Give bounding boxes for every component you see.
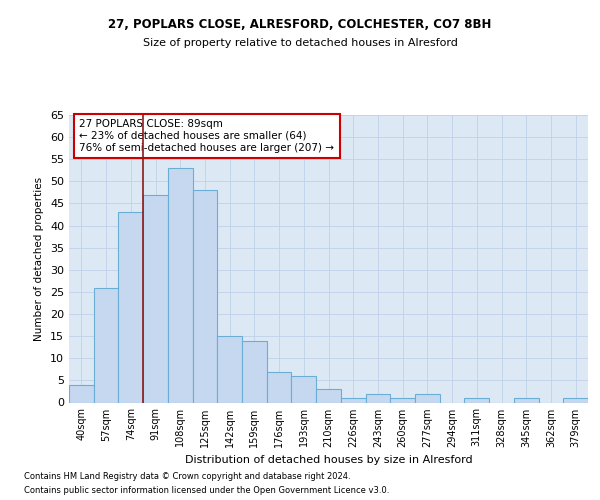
Bar: [464, 398, 489, 402]
Bar: [193, 190, 217, 402]
Text: Size of property relative to detached houses in Alresford: Size of property relative to detached ho…: [143, 38, 457, 48]
Text: Contains HM Land Registry data © Crown copyright and database right 2024.: Contains HM Land Registry data © Crown c…: [24, 472, 350, 481]
Bar: [69, 385, 94, 402]
Bar: [365, 394, 390, 402]
Bar: [168, 168, 193, 402]
Text: 27, POPLARS CLOSE, ALRESFORD, COLCHESTER, CO7 8BH: 27, POPLARS CLOSE, ALRESFORD, COLCHESTER…: [109, 18, 491, 30]
Bar: [118, 212, 143, 402]
Y-axis label: Number of detached properties: Number of detached properties: [34, 176, 44, 341]
Text: 27 POPLARS CLOSE: 89sqm
← 23% of detached houses are smaller (64)
76% of semi-de: 27 POPLARS CLOSE: 89sqm ← 23% of detache…: [79, 120, 334, 152]
Bar: [390, 398, 415, 402]
Bar: [563, 398, 588, 402]
Bar: [217, 336, 242, 402]
Bar: [514, 398, 539, 402]
Bar: [94, 288, 118, 403]
Bar: [267, 372, 292, 402]
Text: Contains public sector information licensed under the Open Government Licence v3: Contains public sector information licen…: [24, 486, 389, 495]
Bar: [143, 194, 168, 402]
Bar: [292, 376, 316, 402]
Bar: [341, 398, 365, 402]
Bar: [316, 389, 341, 402]
Bar: [415, 394, 440, 402]
X-axis label: Distribution of detached houses by size in Alresford: Distribution of detached houses by size …: [185, 455, 472, 465]
Bar: [242, 340, 267, 402]
